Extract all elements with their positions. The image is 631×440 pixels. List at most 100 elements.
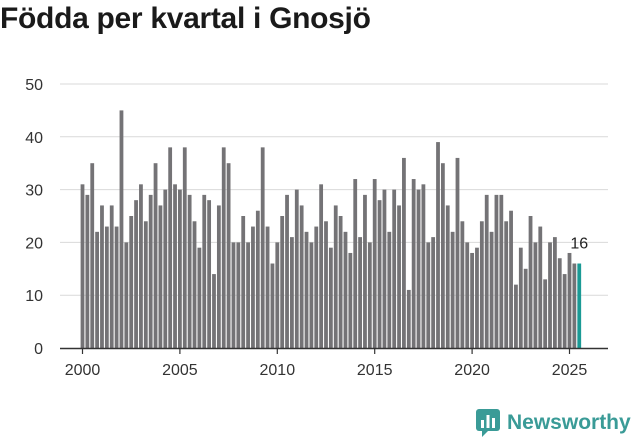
bar	[475, 247, 479, 348]
bar	[343, 231, 348, 348]
bar	[104, 226, 109, 348]
bar	[304, 231, 309, 348]
bar	[100, 205, 104, 348]
y-tick-label: 0	[34, 341, 43, 358]
bar	[406, 289, 411, 348]
x-tick-label: 2010	[260, 362, 296, 379]
bar	[168, 147, 173, 348]
y-tick-label: 30	[25, 183, 43, 200]
bar	[557, 258, 562, 348]
bars	[80, 110, 582, 349]
bar-highlight	[577, 263, 582, 348]
bar	[270, 263, 275, 348]
bar	[236, 242, 241, 348]
bar	[367, 242, 372, 348]
bar	[538, 226, 543, 348]
bar	[182, 147, 187, 348]
y-tick-label: 10	[25, 288, 43, 305]
bar	[528, 216, 533, 348]
bar	[124, 242, 129, 348]
bar	[173, 184, 177, 348]
chart-title: Födda per kvartal i Gnosjö	[0, 2, 371, 35]
x-axis: 2000 2005 2010 2015 2020 2025	[60, 347, 608, 379]
bar	[265, 226, 270, 348]
bar	[387, 231, 392, 348]
y-tick-label: 40	[25, 130, 43, 147]
bar	[153, 163, 158, 348]
bar	[139, 184, 143, 348]
bar	[548, 242, 552, 348]
bar	[134, 200, 138, 348]
bar	[314, 226, 319, 348]
bar	[163, 189, 168, 348]
bar	[494, 194, 499, 348]
bar	[338, 216, 343, 348]
bar	[504, 221, 509, 348]
bar	[260, 147, 265, 348]
bar	[294, 189, 299, 348]
bar	[178, 189, 182, 348]
bar	[187, 194, 192, 348]
bar	[280, 216, 285, 348]
bar	[436, 142, 440, 348]
bar	[221, 147, 226, 348]
bar	[90, 163, 95, 348]
bar	[324, 221, 328, 348]
bar	[440, 163, 445, 348]
bar	[207, 200, 212, 348]
bar	[129, 216, 134, 348]
bar	[392, 189, 397, 348]
y-tick-label: 50	[25, 77, 43, 94]
bar	[95, 231, 100, 348]
annotations: 16	[570, 236, 588, 253]
bar	[328, 247, 333, 348]
x-tick-label: 2015	[357, 362, 393, 379]
bar	[255, 210, 260, 348]
bar	[333, 205, 338, 348]
bar	[197, 247, 202, 348]
bar	[509, 210, 513, 348]
bar	[567, 252, 572, 348]
bar	[470, 252, 474, 348]
bar	[489, 231, 494, 348]
bar	[299, 205, 304, 348]
bar	[241, 216, 246, 348]
bar	[372, 179, 377, 348]
x-tick-label: 2005	[162, 362, 198, 379]
bar	[319, 184, 324, 348]
newsworthy-logo: Newsworthy	[476, 406, 631, 440]
bar	[514, 284, 518, 348]
bar	[192, 221, 197, 348]
bar	[119, 110, 124, 349]
bar	[226, 163, 231, 348]
bar	[562, 274, 567, 348]
bar	[445, 205, 450, 348]
y-tick-label: 20	[25, 235, 43, 252]
bar	[353, 179, 358, 348]
bar	[158, 205, 163, 348]
bar	[426, 242, 431, 348]
bar	[411, 179, 416, 348]
bar	[246, 242, 250, 348]
bar	[382, 189, 387, 348]
bar	[533, 242, 538, 348]
bar	[348, 252, 353, 348]
bar	[484, 194, 489, 348]
bar	[523, 268, 528, 348]
bar	[231, 242, 236, 348]
bar	[518, 247, 523, 348]
bar	[290, 237, 294, 348]
bar	[552, 237, 557, 348]
bar	[450, 231, 455, 348]
x-tick-label: 2025	[552, 362, 588, 379]
bar	[460, 221, 465, 348]
bar	[80, 184, 85, 348]
bar	[455, 157, 460, 348]
last-value-label: 16	[570, 236, 588, 253]
bar	[397, 205, 401, 348]
bar	[479, 221, 484, 348]
bar	[251, 226, 255, 348]
bar	[421, 184, 426, 348]
bar	[543, 279, 548, 348]
